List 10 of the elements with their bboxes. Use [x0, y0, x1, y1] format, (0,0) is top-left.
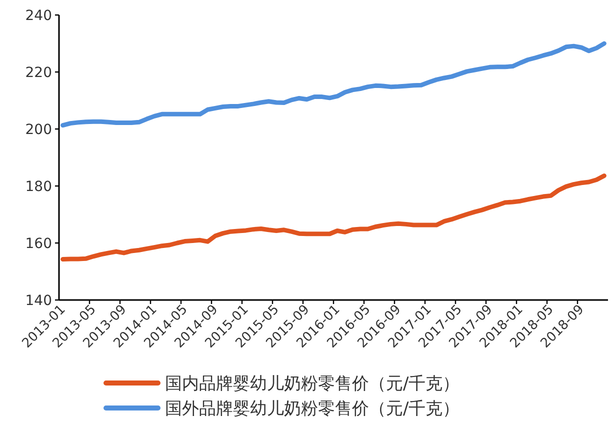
y-tick-label: 160 — [25, 236, 52, 252]
legend-label: 国外品牌婴幼儿奶粉零售价（元/千克） — [165, 399, 460, 419]
y-tick-label: 140 — [25, 293, 52, 309]
y-tick-label: 240 — [25, 8, 52, 24]
y-tick-label: 220 — [25, 65, 52, 81]
y-tick-label: 180 — [25, 179, 52, 195]
line-series — [60, 41, 606, 128]
legend-label: 国内品牌婴幼儿奶粉零售价（元/千克） — [165, 374, 460, 394]
y-tick-label: 200 — [25, 122, 52, 138]
line-series — [60, 173, 606, 262]
